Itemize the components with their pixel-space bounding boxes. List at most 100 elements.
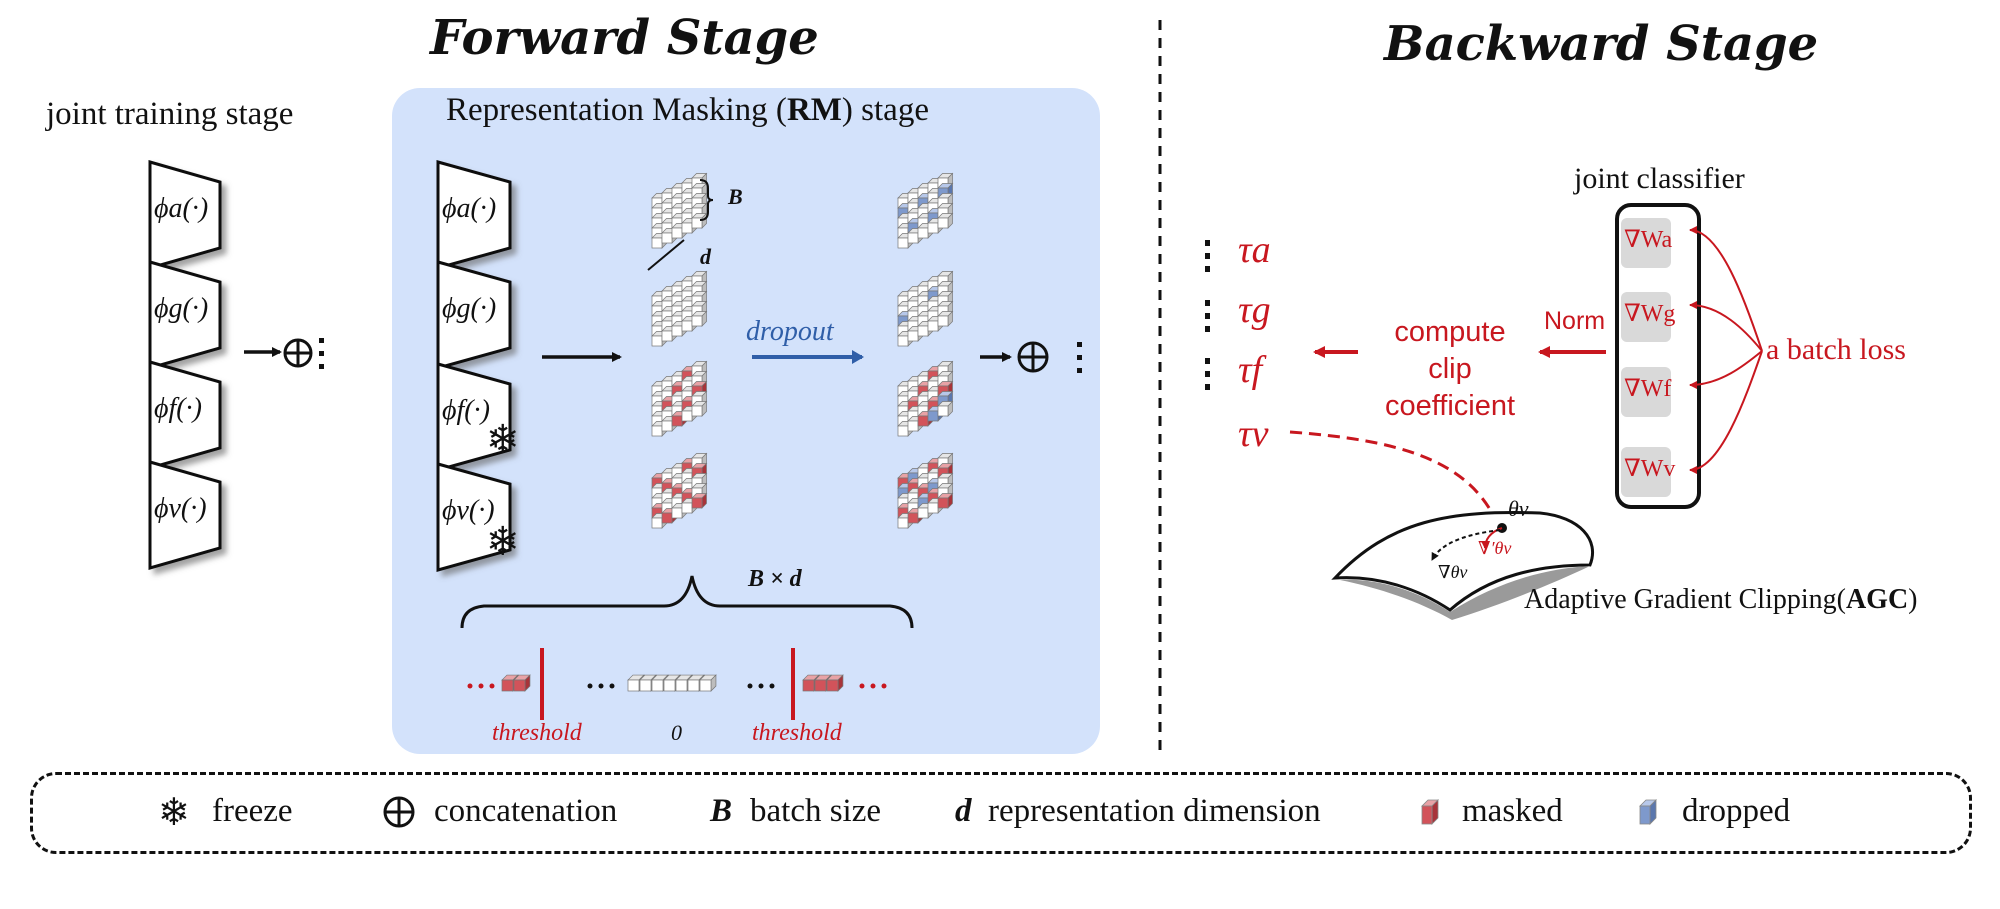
rm-encoder-f-label: ϕf(·) xyxy=(442,395,490,426)
grad-label: ∇θv xyxy=(1438,562,1468,582)
agc-suffix: ) xyxy=(1908,584,1918,615)
threshold-right-label: threshold xyxy=(752,720,842,746)
legend-d-symbol: d xyxy=(955,793,972,829)
rm-encoder-g xyxy=(436,260,512,370)
encoder-a-label: ϕa(·) xyxy=(154,193,209,224)
legend-dropped-cube xyxy=(1639,799,1657,825)
encoder-g xyxy=(148,260,222,370)
joint-classifier-box xyxy=(1615,203,1701,509)
encoder-v-label: ϕv(·) xyxy=(154,493,207,524)
legend-b-symbol: B xyxy=(710,793,733,829)
dropout-label: dropout xyxy=(746,316,834,347)
rm-label-suffix: ) stage xyxy=(841,92,929,128)
grid-left-a xyxy=(651,172,708,249)
bxd-brace xyxy=(460,575,914,629)
encoder-a xyxy=(148,160,222,270)
grad-wf-label: ∇Wf xyxy=(1624,376,1672,402)
forward-stage-title: Forward Stage xyxy=(430,10,819,66)
agc-prefix: Adaptive Gradient Clipping( xyxy=(1524,584,1846,615)
row-dots-mid2 xyxy=(747,683,775,689)
compute-line-3: coefficient xyxy=(1384,390,1516,422)
grad-arrow xyxy=(1431,529,1501,561)
rm-stage-label: Representation Masking (RM) stage xyxy=(446,92,929,129)
row-cube-masked-2 xyxy=(513,674,531,692)
legend-box xyxy=(30,772,1972,854)
agc-bold: AGC xyxy=(1845,584,1909,615)
loss-surface xyxy=(1331,511,1594,612)
compute-line-1: compute xyxy=(1394,316,1506,348)
grad-wa-label: ∇Wa xyxy=(1624,227,1673,253)
freeze-icon-f: ❄ xyxy=(486,417,520,463)
theta-label: θv xyxy=(1508,496,1529,521)
rm-encoder-a-label: ϕa(·) xyxy=(442,193,497,224)
row-cube-plain-7 xyxy=(699,674,717,692)
compute-line-2: clip xyxy=(1428,353,1472,385)
bxd-label: B × d xyxy=(748,566,802,592)
compute-clip-coefficient: compute clip coefficient xyxy=(1370,314,1530,425)
tau-f: τf xyxy=(1238,349,1263,391)
rm-encoder-v xyxy=(436,462,512,572)
clipped-grad-label: ∇′θv xyxy=(1478,538,1512,558)
rm-label-prefix: Representation Masking ( xyxy=(446,92,787,128)
batch-loss-label: a batch loss xyxy=(1766,333,1906,366)
agc-label: Adaptive Gradient Clipping(AGC) xyxy=(1524,584,1918,616)
encoder-v xyxy=(148,460,222,570)
freeze-icon-v: ❄ xyxy=(486,519,520,565)
batch-loss-arrows xyxy=(1689,226,1763,474)
legend-concat-label: concatenation xyxy=(434,793,618,829)
rm-encoder-a xyxy=(436,160,512,270)
b-bracket xyxy=(699,179,714,221)
legend-representation-dimension-label: representation dimension xyxy=(988,793,1321,829)
grad-wv-label: ∇Wv xyxy=(1624,456,1676,482)
legend-masked-cube xyxy=(1421,799,1439,825)
grid-left-f xyxy=(651,360,708,437)
rm-encoder-f xyxy=(436,362,512,472)
d-label: d xyxy=(700,244,711,269)
grid-right-a xyxy=(897,172,954,249)
rm-encoder-v-label: ϕv(·) xyxy=(442,495,495,526)
legend-masked-label: masked xyxy=(1462,793,1563,829)
legend-freeze-icon: ❄ xyxy=(158,792,190,834)
grad-cell-a xyxy=(1621,218,1671,268)
norm-label: Norm xyxy=(1544,307,1606,335)
b-label: B xyxy=(728,184,743,209)
rm-dots xyxy=(1077,342,1082,373)
encoder-f xyxy=(148,360,222,470)
legend-batch-size-label: batch size xyxy=(750,793,882,829)
tau-dots xyxy=(1205,240,1210,390)
encoder-g-label: ϕg(·) xyxy=(154,293,209,324)
row-dots-mid1 xyxy=(587,683,615,689)
tau-to-theta-path xyxy=(1289,430,1500,526)
encoder-f-label: ϕf(·) xyxy=(154,393,202,424)
row-dots-left xyxy=(467,683,495,689)
joint-training-label: joint training stage xyxy=(46,96,294,132)
tau-v: τv xyxy=(1238,413,1269,455)
legend-freeze-label: freeze xyxy=(212,793,293,829)
legend-dropped-label: dropped xyxy=(1682,793,1791,829)
zero-label: 0 xyxy=(671,720,682,745)
joint-encoders xyxy=(148,160,222,570)
rm-encoders xyxy=(436,160,512,572)
tau-a: τa xyxy=(1238,229,1271,271)
grad-cell-g xyxy=(1621,292,1671,342)
threshold-left-label: threshold xyxy=(492,720,582,746)
representation-grids xyxy=(651,172,954,529)
grad-wg-label: ∇Wg xyxy=(1624,301,1676,327)
row-cube-masked-5 xyxy=(826,674,844,692)
rm-label-bold: RM xyxy=(786,92,842,128)
row-dots-right xyxy=(859,683,887,689)
tau-g: τg xyxy=(1238,289,1271,331)
rm-panel xyxy=(392,88,1100,754)
grid-left-g xyxy=(651,270,708,347)
joint-classifier-label: joint classifier xyxy=(1574,162,1745,195)
grid-right-g xyxy=(897,270,954,347)
rm-encoder-g-label: ϕg(·) xyxy=(442,293,497,324)
grad-cell-f xyxy=(1621,367,1671,417)
grid-left-v xyxy=(651,452,708,529)
d-bracket xyxy=(647,239,685,271)
backward-stage-title: Backward Stage xyxy=(1384,16,1819,72)
joint-dots xyxy=(319,338,324,369)
grid-right-v xyxy=(897,452,954,529)
legend-concat-icon xyxy=(383,796,415,828)
